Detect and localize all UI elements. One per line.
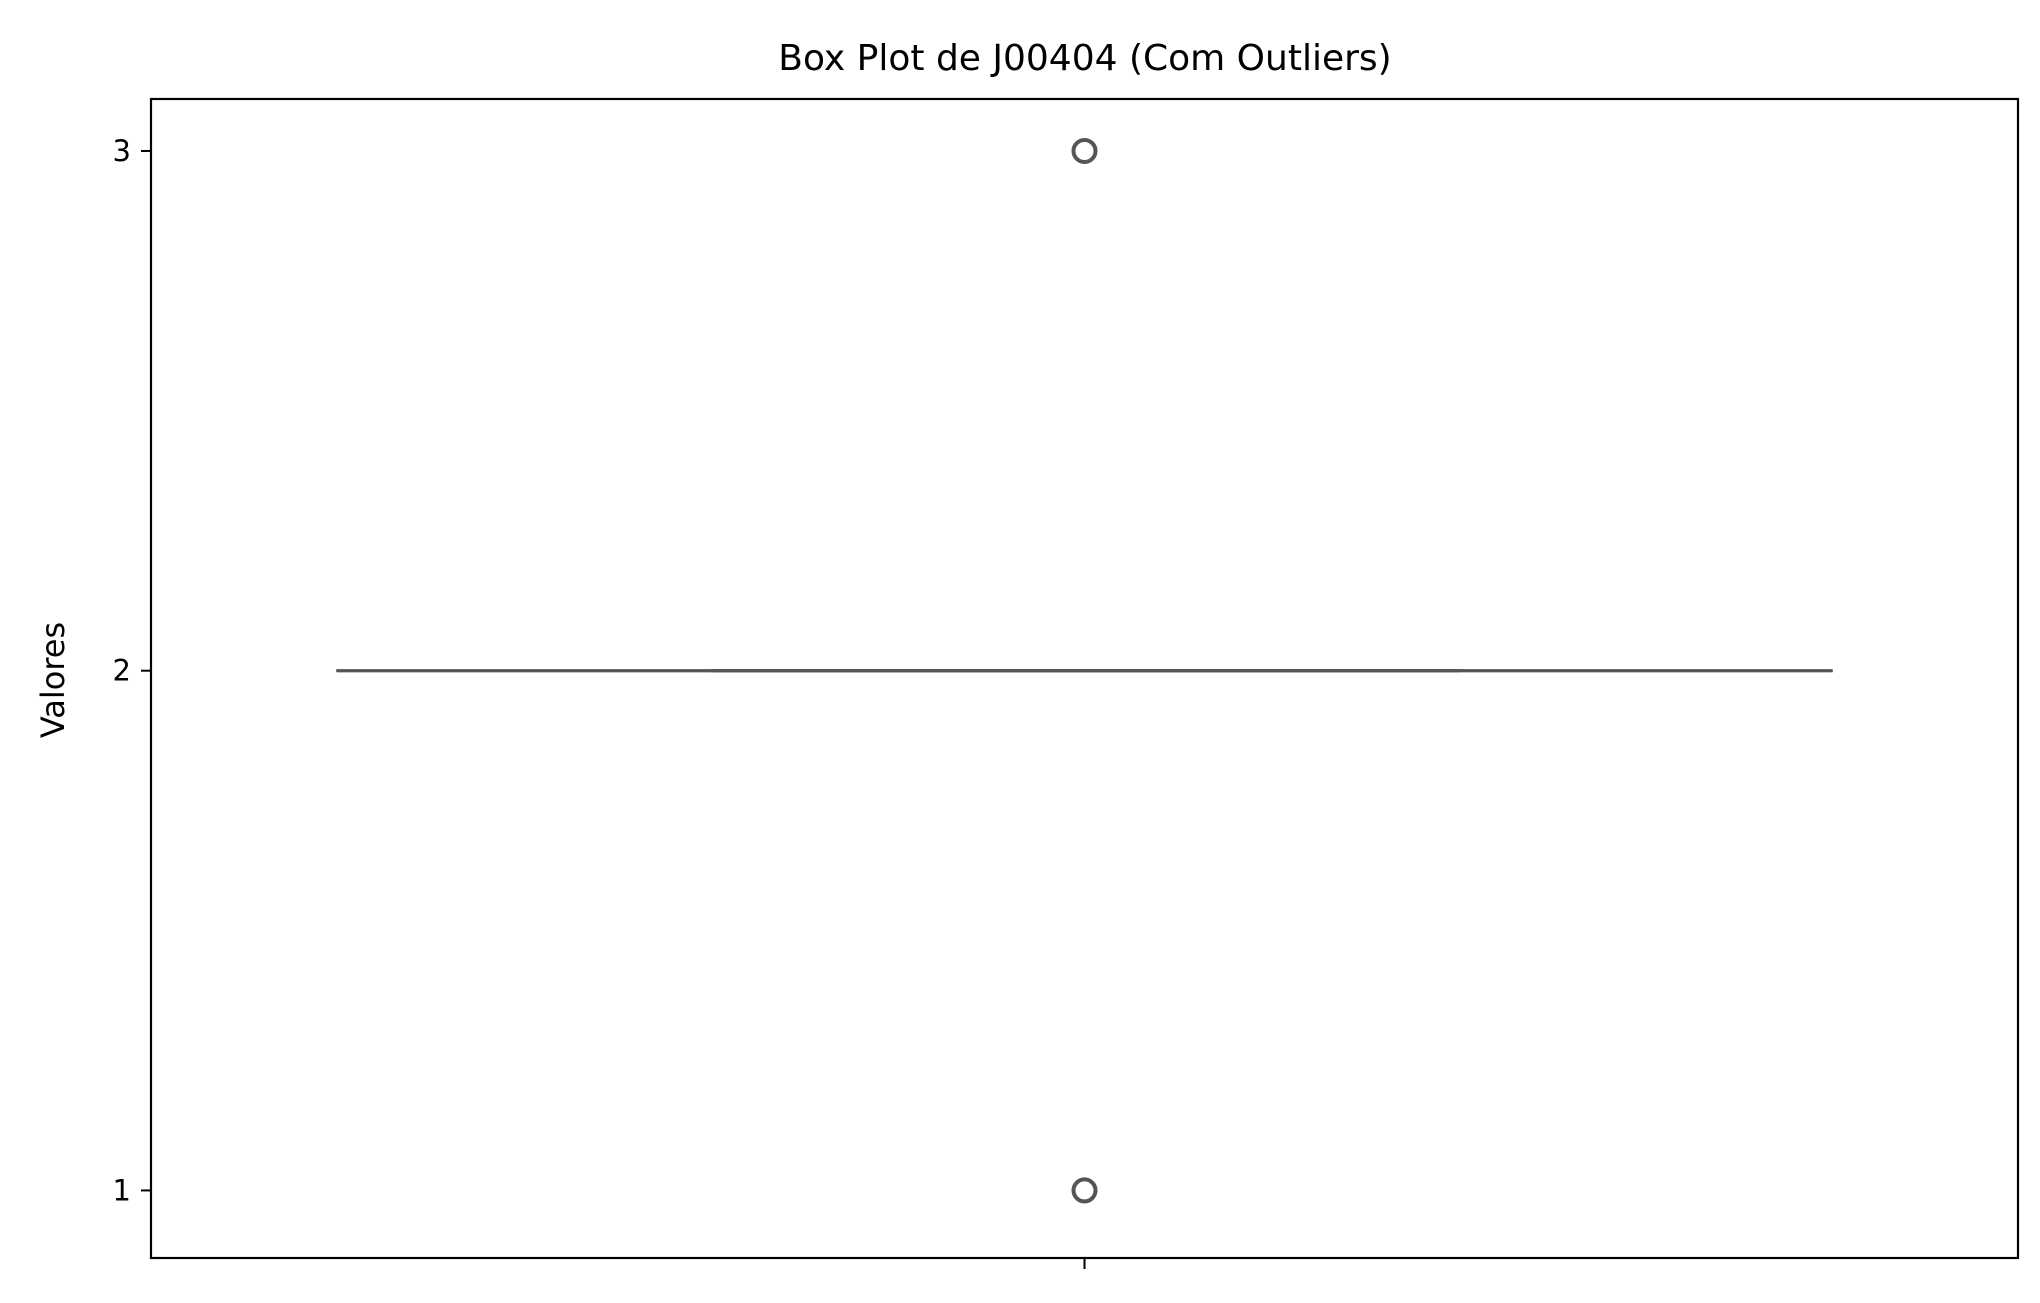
y-tick-label: 3 xyxy=(113,134,131,168)
chart-title: Box Plot de J00404 (Com Outliers) xyxy=(778,38,1391,79)
y-tick-label: 1 xyxy=(113,1173,131,1207)
y-axis-label: Valores xyxy=(34,622,72,738)
y-tick-label: 2 xyxy=(113,654,131,688)
